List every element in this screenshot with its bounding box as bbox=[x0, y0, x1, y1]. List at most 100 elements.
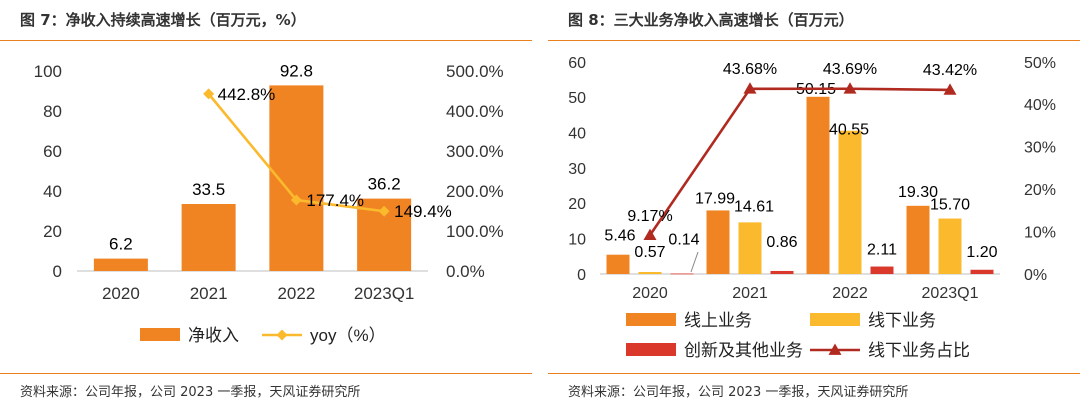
legend-label: 线下业务占比 bbox=[868, 341, 970, 360]
y-right-tick-label: 30% bbox=[1024, 140, 1056, 157]
source-rule bbox=[0, 373, 532, 374]
x-tick-label: 2021 bbox=[190, 284, 228, 303]
line-marker-2020 bbox=[643, 228, 657, 240]
legend-label: 线下业务 bbox=[868, 311, 936, 330]
bar-data-label: 5.46 bbox=[604, 228, 635, 245]
y-left-tick-label: 30 bbox=[568, 161, 586, 178]
bar-data-label: 15.70 bbox=[930, 197, 970, 214]
bar-线上业务-2021 bbox=[706, 210, 730, 274]
y-left-tick-label: 10 bbox=[568, 231, 586, 248]
bar-data-label: 40.55 bbox=[829, 122, 869, 139]
x-tick-label: 2023Q1 bbox=[922, 285, 979, 302]
legend-label: 净收入 bbox=[188, 326, 239, 345]
y-left-tick-label: 60 bbox=[43, 142, 62, 161]
x-tick-label: 2020 bbox=[102, 284, 140, 303]
source-note: 资料来源：公司年报，公司 2023 一季报，天风证券研究所 bbox=[20, 385, 361, 400]
line-data-label: 442.8% bbox=[218, 85, 276, 104]
line-marker-2023Q1 bbox=[943, 83, 957, 95]
y-right-tick-label: 400.0% bbox=[446, 102, 504, 121]
bar-净收入-2020 bbox=[93, 258, 148, 271]
title-rule bbox=[0, 40, 532, 41]
legend-label: yoy（%） bbox=[310, 326, 386, 345]
bar-data-label: 6.2 bbox=[109, 235, 133, 254]
x-tick-label: 2020 bbox=[632, 285, 668, 302]
bar-线下业务-2021 bbox=[738, 222, 762, 274]
line-data-label: 149.4% bbox=[394, 202, 452, 221]
legend-label: 创新及其他业务 bbox=[684, 341, 803, 360]
bar-线下业务-2022 bbox=[838, 130, 862, 274]
y-right-tick-label: 100.0% bbox=[446, 222, 504, 241]
bar-线下业务-2020 bbox=[638, 271, 662, 274]
line-series-线下业务占比 bbox=[648, 87, 951, 236]
x-tick-label: 2023Q1 bbox=[354, 284, 415, 303]
line-data-label: 177.4% bbox=[306, 191, 364, 210]
y-left-tick-label: 60 bbox=[568, 55, 586, 72]
bar-线上业务-2023Q1 bbox=[906, 205, 930, 274]
bar-净收入-2021 bbox=[181, 204, 236, 271]
line-data-label: 9.17% bbox=[627, 208, 672, 225]
line-marker-2023Q1 bbox=[378, 205, 390, 217]
figure-7-panel: 图 7：净收入持续高速增长（百万元，%） 0 20 40 60 80 100 0.0% 100… bbox=[0, 0, 532, 417]
bar-data-label: 0.57 bbox=[634, 244, 665, 261]
legend-marker-线下业务占比 bbox=[828, 343, 842, 355]
y-left-tick-label: 40 bbox=[568, 125, 586, 142]
line-data-label: 43.68% bbox=[723, 61, 777, 78]
bar-data-label: 0.14 bbox=[668, 232, 699, 249]
legend-swatch-创新及其他业务 bbox=[626, 343, 676, 356]
bar-线下业务-2023Q1 bbox=[938, 218, 962, 274]
y-right-tick-label: 10% bbox=[1024, 224, 1056, 241]
y-right-tick-label: 300.0% bbox=[446, 142, 504, 161]
bar-data-label: 14.61 bbox=[734, 198, 774, 215]
bar-data-label: 92.8 bbox=[280, 61, 313, 80]
bar-data-label: 2.11 bbox=[867, 242, 897, 259]
y-right-tick-label: 40% bbox=[1024, 97, 1056, 114]
line-marker-2021 bbox=[743, 82, 757, 94]
legend-label: 线上业务 bbox=[684, 311, 752, 330]
y-left-tick-label: 80 bbox=[43, 102, 62, 121]
y-right-tick-label: 20% bbox=[1024, 182, 1056, 199]
line-data-label: 43.42% bbox=[923, 62, 977, 79]
business-revenue-chart: 0 10 20 30 40 50 60 0% 10% 20% 30% 40% 50% 2020 2021 20… bbox=[568, 55, 1056, 360]
y-right-tick-label: 0.0% bbox=[446, 262, 485, 281]
bar-data-label: 0.86 bbox=[766, 234, 797, 251]
y-left-tick-label: 20 bbox=[568, 196, 586, 213]
y-left-tick-label: 100 bbox=[34, 62, 62, 81]
label-leader-line bbox=[690, 251, 699, 273]
figure-title: 图 7：净收入持续高速增长（百万元，%） bbox=[20, 11, 306, 29]
bar-data-label: 1.20 bbox=[966, 244, 997, 261]
line-marker-2021 bbox=[203, 88, 215, 100]
y-left-tick-label: 20 bbox=[43, 222, 62, 241]
y-right-tick-label: 0% bbox=[1024, 267, 1047, 284]
legend-swatch-线上业务 bbox=[626, 313, 676, 326]
y-left-tick-label: 0 bbox=[53, 262, 62, 281]
x-tick-label: 2022 bbox=[277, 284, 315, 303]
y-left-tick-label: 0 bbox=[577, 267, 586, 284]
bar-data-label: 36.2 bbox=[368, 175, 401, 194]
bar-data-label: 33.5 bbox=[192, 180, 225, 199]
bar-创新及其他业务-2022 bbox=[870, 266, 894, 274]
line-data-label: 43.69% bbox=[823, 61, 877, 78]
y-right-tick-label: 50% bbox=[1024, 55, 1056, 72]
legend-swatch-净收入 bbox=[140, 328, 180, 341]
net-revenue-chart: 0 20 40 60 80 100 0.0% 100.0% 200.0% 300.0% 400.0%… bbox=[34, 61, 504, 345]
y-left-tick-label: 40 bbox=[43, 182, 62, 201]
source-note: 资料来源：公司年报，公司 2023 一季报，天风证券研究所 bbox=[568, 385, 909, 400]
bar-data-label: 19.30 bbox=[898, 184, 938, 201]
figure-title: 图 8：三大业务净收入高速增长（百万元） bbox=[568, 11, 854, 29]
line-marker-2022 bbox=[843, 82, 857, 94]
bar-创新及其他业务-2023Q1 bbox=[970, 269, 994, 274]
bar-线上业务-2020 bbox=[606, 254, 630, 274]
y-left-tick-label: 50 bbox=[568, 90, 586, 107]
bar-data-label: 17.99 bbox=[695, 190, 735, 207]
figure-8-panel: 图 8：三大业务净收入高速增长（百万元） 0 10 20 30 40 50 60 0% 10% 2… bbox=[548, 0, 1080, 417]
bar-线上业务-2022 bbox=[806, 96, 830, 274]
bar-创新及其他业务-2021 bbox=[770, 270, 794, 274]
line-marker-2022 bbox=[290, 194, 302, 206]
x-tick-label: 2021 bbox=[732, 285, 768, 302]
bar-创新及其他业务-2020 bbox=[670, 273, 694, 275]
source-rule bbox=[548, 373, 1080, 374]
y-right-tick-label: 500.0% bbox=[446, 62, 504, 81]
legend-marker-yoy（%） bbox=[276, 329, 288, 341]
x-tick-label: 2022 bbox=[832, 285, 868, 302]
legend-swatch-线下业务 bbox=[810, 313, 860, 326]
